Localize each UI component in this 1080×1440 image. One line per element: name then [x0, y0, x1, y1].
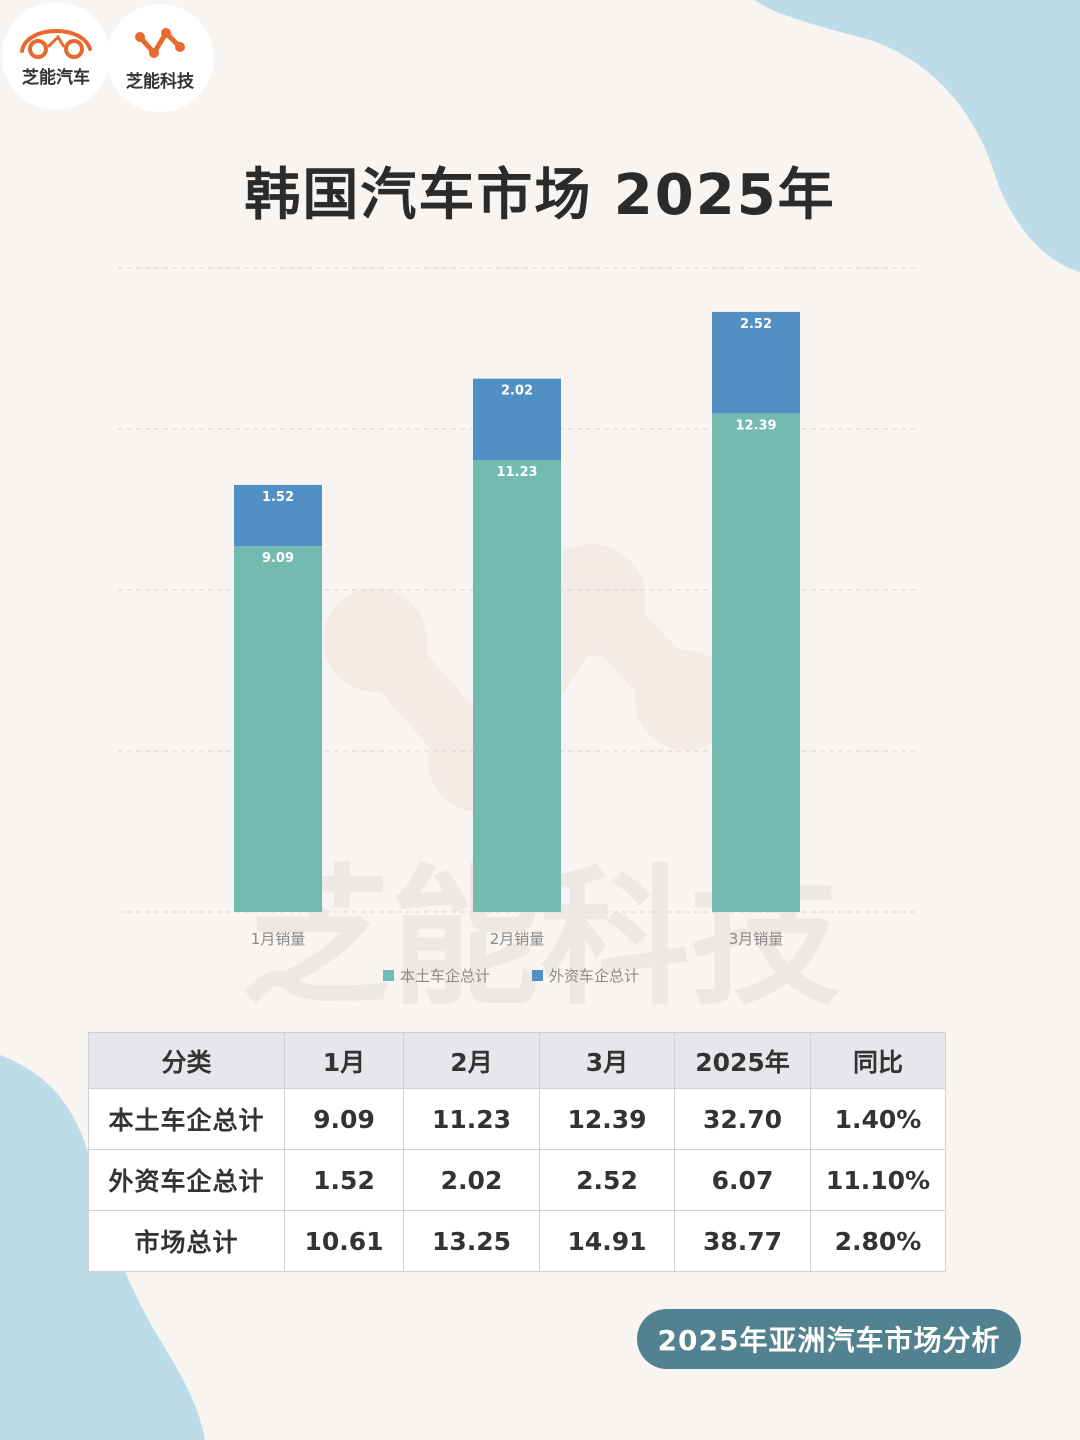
table-row: 外资车企总计 1.52 2.02 2.52 6.07 11.10%	[88, 1149, 946, 1211]
bars: 9.09 1.52 11.23 2.02 12.39 2.52	[234, 311, 800, 912]
table-cell: 2.52	[539, 1149, 675, 1211]
table-cell: 13.25	[403, 1210, 540, 1272]
bar-data-label: 2.02	[501, 384, 533, 399]
bar-data-label: 9.09	[262, 551, 294, 566]
table-cell: 9.09	[284, 1088, 404, 1150]
bar-segment	[234, 484, 322, 547]
legend: 本土车企总计 外资车企总计	[383, 967, 639, 985]
bar-segment	[473, 459, 561, 912]
table-cell: 1.40%	[810, 1088, 946, 1150]
table-cell-category: 本土车企总计	[88, 1088, 285, 1150]
table-cell: 1.52	[284, 1149, 404, 1211]
legend-label: 本土车企总计	[400, 967, 490, 985]
table-cell: 38.77	[674, 1210, 811, 1272]
table-header-cell: 2月	[403, 1032, 540, 1089]
footer-tag: 2025年亚洲汽车市场分析	[637, 1309, 1021, 1369]
blob-top-right	[755, 0, 1080, 272]
logo-badge-tech: 芝能科技	[106, 4, 214, 112]
molecule-logo-icon	[135, 27, 185, 58]
x-axis-labels: 1月销量 2月销量 3月销量	[251, 930, 784, 948]
table-cell: 2.02	[403, 1149, 540, 1211]
table-cell: 32.70	[674, 1088, 811, 1150]
table-header-cell: 3月	[539, 1032, 675, 1089]
table-cell-category: 外资车企总计	[88, 1149, 285, 1211]
bar-data-label: 1.52	[262, 490, 294, 505]
table-cell-category: 市场总计	[88, 1210, 285, 1272]
table-cell: 12.39	[539, 1088, 675, 1150]
bar-data-label: 11.23	[496, 465, 537, 480]
bar-segment	[712, 311, 800, 414]
bar-data-label: 12.39	[735, 418, 776, 433]
table-cell: 10.61	[284, 1210, 404, 1272]
table-cell: 6.07	[674, 1149, 811, 1211]
bar-data-label: 2.52	[740, 317, 772, 332]
page-title: 韩国汽车市场 2025年	[244, 163, 836, 228]
table-cell: 14.91	[539, 1210, 675, 1272]
x-tick-label: 2月销量	[490, 930, 545, 948]
table-header-row: 分类 1月 2月 3月 2025年 同比	[88, 1032, 946, 1089]
bar-segment	[712, 413, 800, 912]
logo-left-label: 芝能汽车	[22, 67, 90, 88]
legend-swatch	[383, 970, 394, 981]
table-cell: 11.23	[403, 1088, 540, 1150]
bar-segment	[473, 378, 561, 460]
table-cell: 11.10%	[810, 1149, 946, 1211]
sales-table: 分类 1月 2月 3月 2025年 同比 本土车企总计 9.09 11.23 1…	[88, 1032, 946, 1272]
table-header-cell: 2025年	[674, 1032, 811, 1089]
car-logo-icon	[20, 28, 92, 59]
legend-swatch	[532, 970, 543, 981]
logo-right-label: 芝能科技	[126, 71, 194, 92]
table-row: 本土车企总计 9.09 11.23 12.39 32.70 1.40%	[88, 1088, 946, 1150]
bar-segment	[234, 546, 322, 912]
legend-label: 外资车企总计	[549, 967, 639, 985]
x-tick-label: 3月销量	[729, 930, 784, 948]
table-header-cell: 1月	[284, 1032, 404, 1089]
table-header-cell: 分类	[88, 1032, 285, 1089]
table-cell: 2.80%	[810, 1210, 946, 1272]
table-row: 市场总计 10.61 13.25 14.91 38.77 2.80%	[88, 1210, 946, 1272]
x-tick-label: 1月销量	[251, 930, 306, 948]
table-header-cell: 同比	[810, 1032, 946, 1089]
logo-badge-auto: 芝能汽车	[2, 2, 110, 110]
